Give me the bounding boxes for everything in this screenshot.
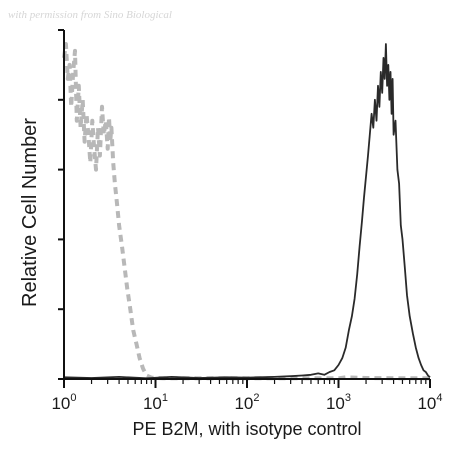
- isotype-control-line: [62, 42, 430, 381]
- y-axis-label: Relative Cell Number: [19, 118, 41, 307]
- x-tick-label: 102: [234, 392, 259, 413]
- series-layer: [62, 42, 431, 381]
- tick-layer: 100 101 102 103 104: [51, 29, 443, 413]
- x-tick-label: 103: [326, 392, 351, 413]
- watermark: with permission from Sino Biological: [8, 9, 172, 21]
- x-tick-label: 100: [51, 392, 76, 413]
- b2m-histogram-line: [63, 43, 431, 380]
- x-tick-label: 104: [417, 392, 442, 413]
- x-axis-label: PE B2M, with isotype control: [132, 419, 361, 439]
- x-tick-label: 101: [143, 392, 168, 413]
